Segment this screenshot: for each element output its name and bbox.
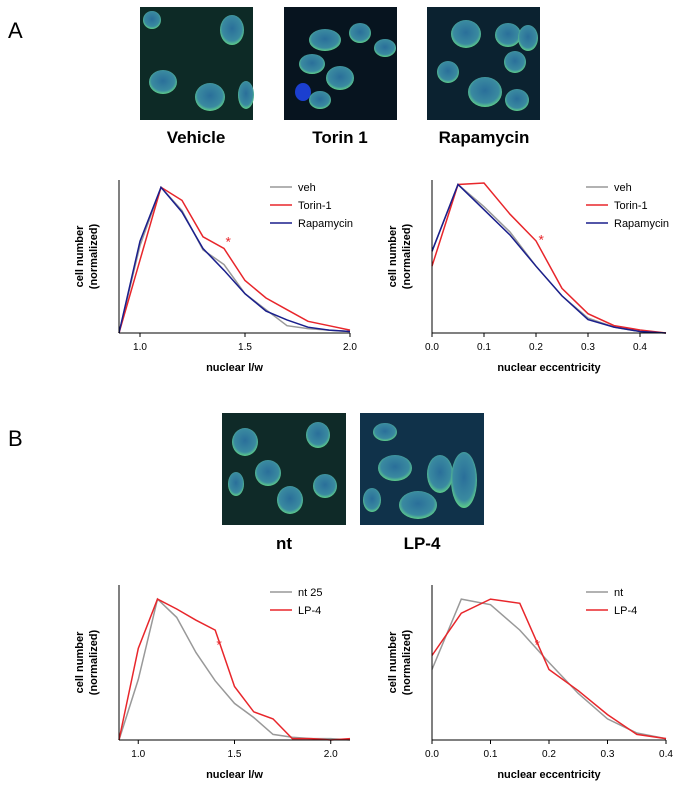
y-axis-label: cell number [387, 631, 399, 693]
legend-label: LP-4 [614, 605, 637, 617]
y-axis-label: cell number [387, 225, 399, 287]
micrograph [222, 413, 346, 525]
y-axis-label: cell number [74, 631, 86, 693]
annotation: * [538, 231, 544, 247]
x-tick-label: 0.4 [633, 342, 647, 353]
x-axis-label: nuclear eccentricity [497, 769, 601, 781]
x-tick-label: 0.0 [425, 749, 439, 760]
x-axis-label: nuclear l/w [206, 362, 263, 374]
image-caption: nt [276, 534, 292, 553]
x-tick-label: 0.3 [581, 342, 595, 353]
legend-label: LP-4 [298, 605, 321, 617]
image-caption: LP-4 [404, 534, 441, 553]
series-line [431, 598, 667, 740]
series-line [118, 598, 351, 741]
y-axis-label: (normalized) [88, 629, 100, 695]
x-tick-label: 2.0 [324, 749, 338, 760]
micrograph [427, 7, 540, 120]
x-tick-label: 1.5 [228, 749, 242, 760]
x-tick-label: 0.2 [529, 342, 543, 353]
x-tick-label: 1.5 [238, 342, 252, 353]
annotation: * [216, 636, 222, 652]
x-tick-label: 1.0 [131, 749, 145, 760]
annotation: * [225, 233, 231, 249]
x-tick-label: 1.0 [133, 342, 147, 353]
image-caption: Vehicle [167, 128, 226, 147]
x-tick-label: 2.0 [343, 342, 357, 353]
legend-label: veh [298, 182, 316, 194]
x-tick-label: 0.1 [484, 749, 498, 760]
y-axis-label: (normalized) [401, 223, 413, 289]
x-tick-label: 0.1 [477, 342, 491, 353]
y-axis-label: (normalized) [88, 223, 100, 289]
x-axis-label: nuclear l/w [206, 769, 263, 781]
series-line [118, 597, 351, 741]
legend-label: veh [614, 182, 632, 194]
legend-label: Rapamycin [614, 218, 669, 230]
series-line [118, 186, 351, 334]
legend-label: Rapamycin [298, 218, 353, 230]
x-tick-label: 0.4 [659, 749, 673, 760]
micrograph [284, 7, 397, 120]
y-axis-label: (normalized) [401, 629, 413, 695]
legend-label: nt 25 [298, 587, 322, 599]
y-axis-label: cell number [74, 225, 86, 287]
image-caption: Torin 1 [312, 128, 367, 147]
x-tick-label: 0.2 [542, 749, 556, 760]
x-tick-label: 0.0 [425, 342, 439, 353]
micrograph [140, 7, 254, 120]
image-caption: Rapamycin [439, 128, 530, 147]
micrograph [360, 413, 484, 525]
panel-label: B [8, 426, 23, 451]
series-line [431, 182, 667, 334]
panel-label: A [8, 18, 23, 43]
legend-label: Torin-1 [614, 200, 648, 212]
legend-label: nt [614, 587, 623, 599]
legend-label: Torin-1 [298, 200, 332, 212]
x-tick-label: 0.3 [601, 749, 615, 760]
annotation: * [535, 636, 541, 652]
x-axis-label: nuclear eccentricity [497, 362, 601, 374]
series-line [118, 185, 351, 334]
series-line [431, 183, 667, 334]
